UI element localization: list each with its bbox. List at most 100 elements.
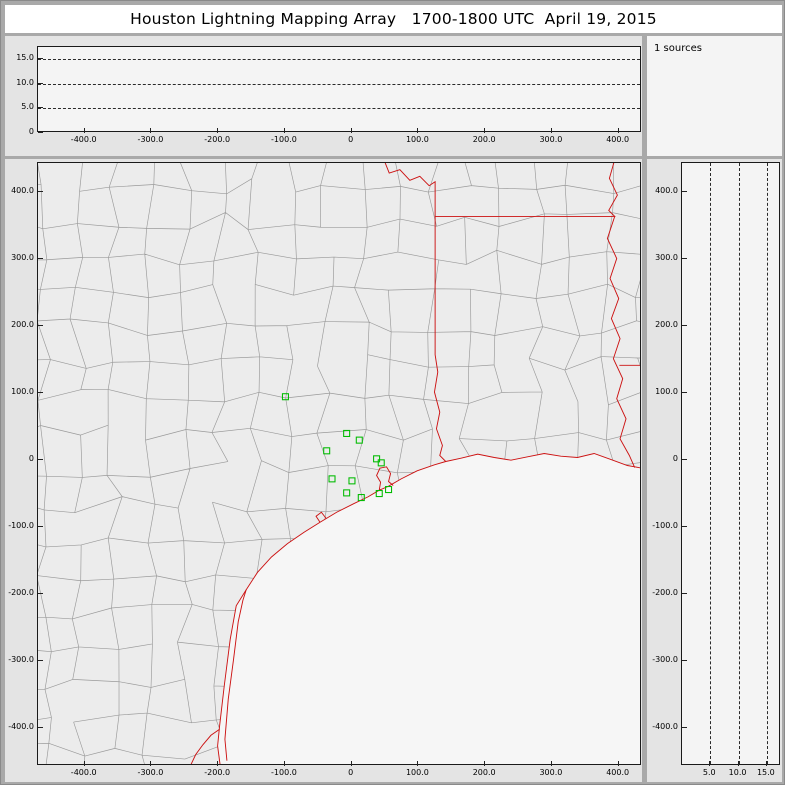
x-tick-mark [709,761,711,766]
y-tick-mark [38,592,43,594]
x-tick-label: -100.0 [271,135,297,144]
x-tick-label: 100.0 [405,768,429,777]
x-tick-label: 0 [348,135,354,144]
x-tick-label: -100.0 [271,768,297,777]
y-tick-mark [682,592,687,594]
sources-panel: 1 sources [647,36,782,156]
station-marker [375,490,383,498]
y-tick-label: 0 [672,453,678,463]
y-tick-label: -200.0 [652,587,678,597]
y-tick-mark [38,324,43,326]
altitude-ew-plot[interactable] [37,46,641,132]
x-tick-label: 10.0 [728,768,747,777]
y-tick-label: -400.0 [652,721,678,731]
x-tick-mark [765,761,767,766]
y-tick-label: 100.0 [11,386,34,396]
red-border-line [224,589,247,761]
y-tick-mark [682,525,687,527]
y-tick-label: 300.0 [11,252,34,262]
x-tick-mark [350,128,352,133]
y-tick-mark [682,391,687,393]
red-border-line [315,511,327,523]
y-tick-mark [38,458,43,460]
x-tick-label: 200.0 [472,135,496,144]
station-marker [377,459,385,467]
map-svg [38,163,640,764]
x-tick-label: -200.0 [204,768,231,777]
altitude-ns-panel: 5.0 10.0 15.0 400.0 300.0 200.0 100.0 0 -100.0 -2… [647,159,782,782]
x-tick-label: -400.0 [70,135,97,144]
y-tick-label: 400.0 [11,185,34,195]
x-tick-mark [350,761,352,766]
y-tick-label: 200.0 [11,319,34,329]
x-tick-mark [283,128,285,133]
x-tick-mark [417,128,419,133]
y-tick-label: -200.0 [8,587,34,597]
altitude-ns-plot[interactable] [681,162,780,765]
station-marker [281,393,289,401]
y-tick-label: 400.0 [655,185,678,195]
x-tick-mark [217,128,219,133]
red-border-line [376,466,394,491]
x-tick-label: 400.0 [606,768,630,777]
red-border-line [606,163,636,468]
y-tick-label: 0 [28,453,34,463]
y-tick-label: 200.0 [655,319,678,329]
x-tick-label: -300.0 [137,768,164,777]
dashed-gridline [38,59,640,61]
x-tick-mark [550,128,552,133]
red-border-line [190,728,220,764]
x-tick-label: 200.0 [472,768,496,777]
x-tick-label: 15.0 [756,768,775,777]
dashed-gridline [738,163,740,764]
map-plot[interactable] [37,162,641,765]
station-marker [348,477,356,485]
red-border-line [433,216,447,462]
station-marker [328,475,336,483]
y-tick-label: -400.0 [8,721,34,731]
x-tick-mark [150,761,152,766]
y-tick-label: 300.0 [655,252,678,262]
map-panel: -400.0 -300.0 -200.0 -100.0 0 100.0 200.0 300.0… [5,159,642,782]
x-tick-label: 5.0 [702,768,716,777]
x-tick-mark [550,761,552,766]
y-tick-mark [38,257,43,259]
y-tick-mark [682,659,687,661]
y-tick-mark [38,190,43,192]
x-tick-mark [217,761,219,766]
title-bar: Houston Lightning Mapping Array 1700-180… [5,5,782,33]
y-tick-label: 5.0 [21,102,34,112]
dashed-gridline [766,163,768,764]
station-marker [385,486,393,494]
y-tick-mark [38,391,43,393]
x-tick-mark [417,761,419,766]
x-tick-mark [283,761,285,766]
station-marker [357,494,365,502]
x-tick-label: -200.0 [204,135,231,144]
x-tick-label: 300.0 [539,768,563,777]
y-tick-label: 10.0 [16,77,34,87]
x-tick-mark [150,128,152,133]
y-tick-label: -300.0 [8,654,34,664]
x-tick-label: 100.0 [405,135,429,144]
y-tick-mark [682,726,687,728]
y-tick-mark [682,190,687,192]
y-tick-mark [38,525,43,527]
y-tick-mark [38,132,43,133]
x-tick-label: 300.0 [539,135,563,144]
dashed-gridline [710,163,712,764]
x-tick-mark [83,761,85,766]
y-tick-label: -100.0 [652,520,678,530]
y-tick-mark [38,659,43,661]
y-tick-mark [682,324,687,326]
y-tick-label: 0 [28,127,34,136]
x-tick-mark [484,128,486,133]
x-tick-label: 0 [348,768,354,777]
station-marker [323,447,331,455]
y-tick-mark [38,82,43,84]
y-tick-label: -100.0 [8,520,34,530]
y-tick-mark [38,726,43,728]
x-tick-mark [83,128,85,133]
y-tick-mark [682,257,687,259]
